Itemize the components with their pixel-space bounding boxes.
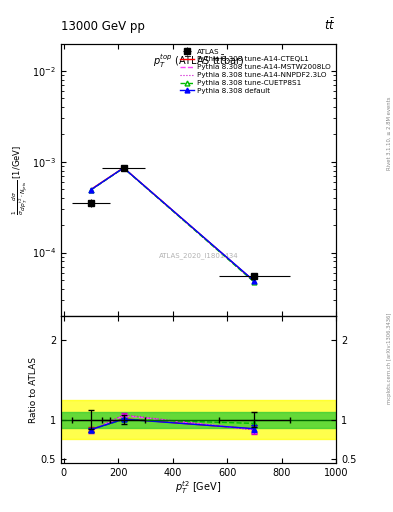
Text: $p_T^{top}$ (ATLAS tt$\bar{\rm t}$bar): $p_T^{top}$ (ATLAS tt$\bar{\rm t}$bar) — [152, 52, 244, 70]
Text: mcplots.cern.ch [arXiv:1306.3436]: mcplots.cern.ch [arXiv:1306.3436] — [387, 313, 391, 404]
Pythia 8.308 tune-CUETP8S1 — [252, 279, 257, 285]
Pythia 8.308 tune-CUETP8S1 — [88, 187, 93, 193]
Y-axis label: $\frac{1}{\sigma}\frac{d\sigma}{dp_T^{t2}\cdot N_{jets}}$ [1/GeV]: $\frac{1}{\sigma}\frac{d\sigma}{dp_T^{t2… — [11, 145, 31, 215]
Text: 13000 GeV pp: 13000 GeV pp — [61, 20, 145, 33]
Text: ATLAS_2020_I1801434: ATLAS_2020_I1801434 — [159, 253, 238, 260]
Pythia 8.308 tune-A14-NNPDF2.3LO — [252, 279, 257, 285]
X-axis label: $p_T^{t2}$ [GeV]: $p_T^{t2}$ [GeV] — [175, 480, 222, 497]
Line: Pythia 8.308 tune-A14-NNPDF2.3LO: Pythia 8.308 tune-A14-NNPDF2.3LO — [91, 168, 254, 282]
Legend: ATLAS, Pythia 8.308 tune-A14-CTEQL1, Pythia 8.308 tune-A14-MSTW2008LO, Pythia 8.: ATLAS, Pythia 8.308 tune-A14-CTEQL1, Pyt… — [178, 47, 332, 95]
Text: Rivet 3.1.10, ≥ 2.8M events: Rivet 3.1.10, ≥ 2.8M events — [387, 96, 391, 170]
Pythia 8.308 default — [252, 278, 257, 284]
Pythia 8.308 tune-A14-MSTW2008LO — [88, 186, 93, 193]
Line: Pythia 8.308 tune-A14-CTEQL1: Pythia 8.308 tune-A14-CTEQL1 — [91, 168, 254, 282]
Y-axis label: Ratio to ATLAS: Ratio to ATLAS — [29, 357, 38, 423]
Pythia 8.308 tune-A14-NNPDF2.3LO — [121, 165, 126, 171]
Bar — [61, 412, 336, 428]
Text: $t\bar{t}$: $t\bar{t}$ — [325, 18, 336, 33]
Pythia 8.308 tune-A14-MSTW2008LO — [252, 279, 257, 285]
Line: Pythia 8.308 default: Pythia 8.308 default — [88, 165, 257, 284]
Pythia 8.308 tune-A14-CTEQL1 — [252, 279, 257, 285]
Pythia 8.308 tune-CUETP8S1 — [121, 165, 126, 171]
Pythia 8.308 tune-A14-MSTW2008LO — [121, 165, 126, 171]
Pythia 8.308 tune-A14-CTEQL1 — [88, 186, 93, 193]
Pythia 8.308 tune-A14-NNPDF2.3LO — [88, 186, 93, 193]
Line: Pythia 8.308 tune-A14-MSTW2008LO: Pythia 8.308 tune-A14-MSTW2008LO — [91, 168, 254, 282]
Pythia 8.308 tune-A14-CTEQL1 — [121, 165, 126, 171]
Pythia 8.308 default — [88, 187, 93, 193]
Line: Pythia 8.308 tune-CUETP8S1: Pythia 8.308 tune-CUETP8S1 — [88, 165, 257, 285]
Bar — [61, 400, 336, 439]
Pythia 8.308 default — [121, 165, 126, 171]
